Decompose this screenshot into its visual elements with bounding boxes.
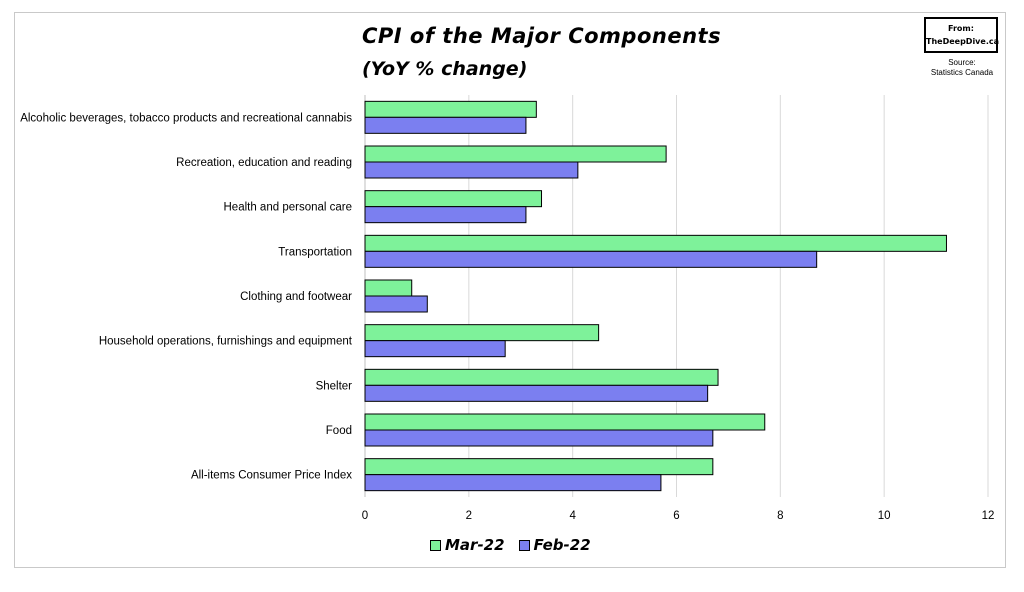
category-label: Clothing and footwear — [240, 291, 352, 303]
bar-feb22 — [364, 340, 506, 358]
legend-label-mar22: Mar-22 — [445, 536, 505, 554]
bar-feb22 — [364, 429, 714, 447]
bar-feb22 — [364, 295, 428, 313]
x-tick-label: 0 — [362, 510, 368, 522]
x-tick-label: 10 — [878, 510, 891, 522]
source-label: Source: — [948, 58, 976, 67]
chart-subtitle: (YoY % change) — [362, 58, 528, 80]
bar-feb22 — [364, 250, 818, 268]
legend-label-feb22: Feb-22 — [533, 536, 591, 554]
bar-feb22 — [364, 161, 579, 179]
category-label: Transportation — [278, 246, 352, 258]
category-label: Health and personal care — [224, 202, 353, 214]
bar-mar22 — [364, 458, 714, 476]
bar-mar22 — [364, 145, 667, 163]
source-note: Source: Statistics Canada — [922, 58, 1002, 78]
category-label: Recreation, education and reading — [176, 157, 352, 169]
legend-item-mar22: Mar-22 — [430, 536, 505, 554]
bar-mar22 — [364, 413, 766, 431]
legend-item-feb22: Feb-22 — [518, 536, 591, 554]
chart-title: CPI of the Major Components — [362, 24, 722, 48]
x-tick-label: 2 — [466, 510, 472, 522]
x-tick-label: 8 — [777, 510, 783, 522]
x-tick-label: 6 — [673, 510, 679, 522]
brand-from-label: From: — [948, 24, 974, 33]
bar-mar22 — [364, 234, 947, 252]
bar-mar22 — [364, 368, 719, 386]
bar-feb22 — [364, 474, 662, 492]
bar-mar22 — [364, 279, 413, 297]
legend-swatch-mar22 — [430, 539, 441, 551]
category-label: All-items Consumer Price Index — [191, 470, 352, 482]
bar-mar22 — [364, 324, 600, 342]
category-label: Shelter — [316, 380, 353, 392]
category-label: Food — [326, 425, 352, 437]
brand-site-label: TheDeepDive.ca — [926, 37, 999, 46]
x-tick-label: 4 — [569, 510, 576, 522]
legend: Mar-22 Feb-22 — [430, 536, 605, 554]
bar-feb22 — [364, 206, 527, 224]
legend-swatch-feb22 — [518, 539, 530, 551]
category-label: Household operations, furnishings and eq… — [99, 336, 353, 348]
bar-mar22 — [364, 100, 537, 118]
bar-mar22 — [364, 190, 543, 208]
bar-feb22 — [364, 384, 709, 402]
source-name: Statistics Canada — [930, 68, 994, 77]
category-label: Alcoholic beverages, tobacco products an… — [20, 112, 352, 124]
x-tick-label: 12 — [982, 510, 995, 522]
brand-box: From: TheDeepDive.ca — [924, 17, 999, 53]
bar-feb22 — [364, 116, 527, 134]
